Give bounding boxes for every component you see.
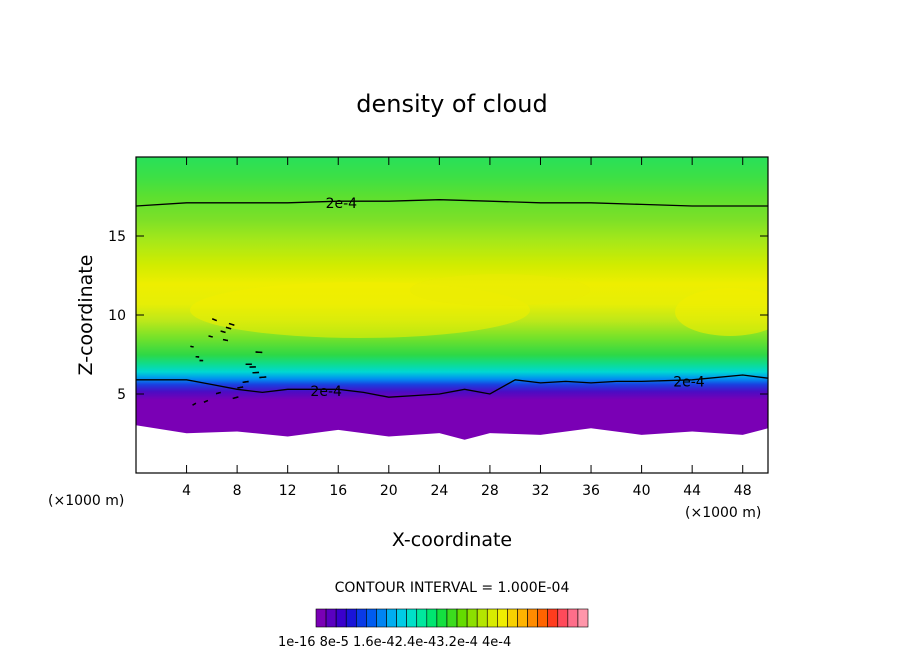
x-tick-label: 36 bbox=[582, 483, 600, 499]
x-tick-label: 20 bbox=[380, 483, 398, 499]
contour-label: 2e-4 bbox=[326, 196, 358, 212]
colorbar-swatch bbox=[376, 608, 387, 628]
colorbar-tick-labels: 1e-16 8e-5 1.6e-42.4e-43.2e-4 4e-4 bbox=[278, 635, 511, 650]
colorbar-swatch bbox=[335, 608, 347, 628]
colorbar-swatch bbox=[315, 608, 327, 628]
colorbar-swatch bbox=[547, 608, 559, 628]
high-density-regions bbox=[190, 274, 768, 338]
contour-fragment bbox=[242, 380, 249, 383]
x-axis-units: (×1000 m) bbox=[685, 505, 761, 521]
colorbar-swatch bbox=[345, 608, 357, 628]
colorbar-swatch bbox=[426, 608, 438, 628]
plot-area bbox=[136, 157, 768, 440]
colorbar-swatch bbox=[486, 608, 498, 628]
contour-fragment bbox=[208, 335, 213, 338]
x-tick-label: 16 bbox=[329, 483, 347, 499]
colorbar-swatch bbox=[557, 608, 569, 628]
y-tick-label: 10 bbox=[108, 308, 126, 324]
x-tick-label: 32 bbox=[532, 483, 550, 499]
contour-fragment bbox=[212, 318, 217, 322]
contour-fragment bbox=[220, 330, 226, 334]
x-tick-label: 12 bbox=[279, 483, 297, 499]
contour-line-lower bbox=[136, 374, 768, 398]
x-tick-label: 24 bbox=[430, 483, 448, 499]
colorbar-swatch bbox=[446, 608, 458, 628]
high-density-core bbox=[410, 274, 590, 306]
y-axis-label: Z-coordinate bbox=[75, 255, 97, 376]
contour-label: 2e-4 bbox=[673, 374, 705, 390]
y-tick-label: 5 bbox=[117, 387, 126, 403]
contour-labels: 2e-4 2e-4 2e-4 bbox=[310, 196, 704, 400]
x-tick-label: 8 bbox=[233, 483, 242, 499]
contour-fragment bbox=[222, 338, 229, 342]
colorbar-swatch bbox=[567, 608, 579, 628]
contour-fragment bbox=[228, 322, 235, 326]
contour-fragment bbox=[192, 402, 197, 406]
colorbar-swatch bbox=[527, 608, 538, 628]
x-tick-label: 28 bbox=[481, 483, 499, 499]
contour-interval-text: CONTOUR INTERVAL = 1.000E-04 bbox=[335, 580, 570, 596]
y-axis-ticks: 5 10 15 bbox=[108, 229, 768, 403]
colorbar-swatch bbox=[396, 608, 407, 628]
colorbar-swatch bbox=[537, 608, 549, 628]
x-tick-label: 40 bbox=[633, 483, 651, 499]
high-density-core bbox=[675, 288, 768, 336]
colorbar-swatch bbox=[355, 608, 367, 628]
contour-fragment bbox=[190, 345, 194, 348]
x-tick-label: 4 bbox=[182, 483, 191, 499]
contour-fragment bbox=[203, 399, 209, 403]
y-tick-label: 15 bbox=[108, 229, 126, 245]
contour-line-upper bbox=[136, 199, 768, 207]
colorbar-swatch bbox=[466, 608, 478, 628]
y-axis-units: (×1000 m) bbox=[48, 493, 124, 509]
contour-fragment bbox=[215, 391, 221, 395]
contour-fragment bbox=[232, 396, 239, 400]
colorbar-swatch bbox=[406, 608, 418, 628]
x-tick-label: 48 bbox=[734, 483, 752, 499]
colorbar-swatch bbox=[386, 608, 397, 628]
colorbar-swatch bbox=[517, 608, 528, 628]
x-tick-label: 44 bbox=[683, 483, 701, 499]
x-axis-label: X-coordinate bbox=[392, 529, 512, 551]
colorbar-swatch bbox=[456, 608, 468, 628]
colorbar-swatch bbox=[436, 608, 448, 628]
contour-fragment bbox=[259, 376, 267, 379]
colorbar-swatch bbox=[577, 608, 589, 628]
colorbar-swatch bbox=[416, 608, 428, 628]
colorbar-swatch bbox=[497, 608, 508, 628]
contour-fragment bbox=[225, 326, 232, 330]
contour-label: 2e-4 bbox=[310, 384, 342, 400]
colorbar-swatch bbox=[476, 608, 488, 628]
colorbar-swatch bbox=[507, 608, 518, 628]
contour-noise bbox=[190, 318, 267, 406]
colorbar-swatch bbox=[325, 608, 337, 628]
colorbar bbox=[315, 608, 589, 628]
chart-title: density of cloud bbox=[356, 90, 547, 118]
contour-fragment bbox=[237, 386, 244, 389]
colorbar-swatch bbox=[366, 608, 377, 628]
x-axis-ticks: 4 8 12 16 20 24 28 32 36 40 44 48 bbox=[182, 157, 752, 499]
